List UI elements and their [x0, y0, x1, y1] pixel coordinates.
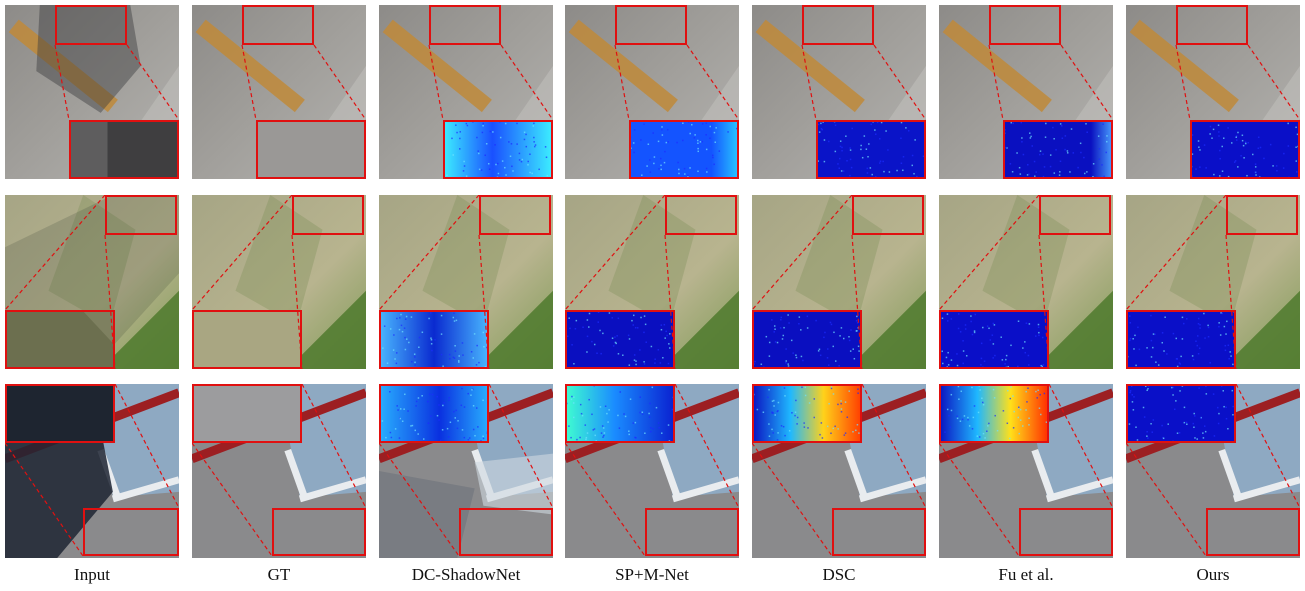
- error-map-inset: [939, 310, 1049, 369]
- image-concrete-road-input: [5, 5, 179, 179]
- image-court-lines-gt: [192, 384, 366, 558]
- error-map-inset: [565, 384, 675, 443]
- zoom-inset: [5, 384, 115, 443]
- panel-court-lines-input: [5, 384, 179, 558]
- zoom-source-box: [272, 508, 366, 556]
- image-grass-field-input: [5, 195, 179, 369]
- zoom-source-box: [1206, 508, 1300, 556]
- panel-concrete-road-ours: [1126, 5, 1300, 179]
- image-concrete-road-ours: [1126, 5, 1300, 179]
- panel-grass-field-spmnet: [565, 195, 739, 369]
- error-map-inset: [752, 310, 862, 369]
- zoom-source-box: [1176, 5, 1248, 45]
- panel-concrete-road-dcshadownet: [379, 5, 553, 179]
- panel-grass-field-gt: [192, 195, 366, 369]
- zoom-source-box: [1019, 508, 1113, 556]
- panel-court-lines-ours: [1126, 384, 1300, 558]
- panel-court-lines-dsc: [752, 384, 926, 558]
- panel-concrete-road-dsc: [752, 5, 926, 179]
- panel-grass-field-fu: [939, 195, 1113, 369]
- panel-court-lines-dcshadownet: [379, 384, 553, 558]
- zoom-source-box: [459, 508, 553, 556]
- image-concrete-road-dsc: [752, 5, 926, 179]
- error-map-inset: [752, 384, 862, 443]
- image-grass-field-spmnet: [565, 195, 739, 369]
- zoom-source-box: [83, 508, 179, 556]
- column-label-dsc: DSC: [822, 565, 856, 584]
- panel-grass-field-ours: [1126, 195, 1300, 369]
- panel-grass-field-dsc: [752, 195, 926, 369]
- panel-grass-field-input: [5, 195, 179, 369]
- error-map-inset: [379, 384, 489, 443]
- zoom-source-box: [479, 195, 551, 235]
- image-court-lines-spmnet: [565, 384, 739, 558]
- error-map-inset: [629, 120, 739, 179]
- error-map-inset: [1126, 384, 1236, 443]
- image-grass-field-fu: [939, 195, 1113, 369]
- image-court-lines-dcshadownet: [379, 384, 553, 558]
- image-concrete-road-fu: [939, 5, 1113, 179]
- error-map-inset: [1190, 120, 1300, 179]
- zoom-source-box: [105, 195, 177, 235]
- zoom-source-box: [802, 5, 874, 45]
- column-label-spmnet: SP+M-Net: [615, 565, 689, 584]
- panel-grass-field-dcshadownet: [379, 195, 553, 369]
- image-grass-field-ours: [1126, 195, 1300, 369]
- image-grass-field-dcshadownet: [379, 195, 553, 369]
- column-label-input: Input: [74, 565, 110, 584]
- panel-court-lines-fu: [939, 384, 1113, 558]
- zoom-source-box: [1226, 195, 1298, 235]
- zoom-source-box: [852, 195, 924, 235]
- panel-concrete-road-spmnet: [565, 5, 739, 179]
- image-grass-field-gt: [192, 195, 366, 369]
- image-court-lines-fu: [939, 384, 1113, 558]
- image-concrete-road-gt: [192, 5, 366, 179]
- zoom-inset: [5, 310, 115, 369]
- panel-concrete-road-gt: [192, 5, 366, 179]
- zoom-source-box: [429, 5, 501, 45]
- zoom-source-box: [665, 195, 737, 235]
- zoom-inset: [69, 120, 179, 179]
- panel-court-lines-gt: [192, 384, 366, 558]
- panel-concrete-road-fu: [939, 5, 1113, 179]
- error-map-inset: [565, 310, 675, 369]
- zoom-source-box: [645, 508, 739, 556]
- image-concrete-road-spmnet: [565, 5, 739, 179]
- error-map-inset: [1126, 310, 1236, 369]
- image-court-lines-dsc: [752, 384, 926, 558]
- error-map-inset: [816, 120, 926, 179]
- column-label-gt: GT: [267, 565, 291, 584]
- image-court-lines-ours: [1126, 384, 1300, 558]
- image-court-lines-input: [5, 384, 179, 558]
- zoom-inset: [192, 310, 302, 369]
- zoom-source-box: [292, 195, 364, 235]
- column-label-dcshadownet: DC-ShadowNet: [411, 565, 521, 584]
- error-map-inset: [939, 384, 1049, 443]
- zoom-source-box: [242, 5, 314, 45]
- error-map-inset: [1003, 120, 1113, 179]
- zoom-source-box: [1039, 195, 1111, 235]
- column-label-ours: Ours: [1196, 565, 1230, 584]
- zoom-inset: [256, 120, 366, 179]
- panel-court-lines-spmnet: [565, 384, 739, 558]
- image-grass-field-dsc: [752, 195, 926, 369]
- zoom-source-box: [832, 508, 926, 556]
- column-label-fu: Fu et al.: [998, 565, 1054, 584]
- zoom-source-box: [615, 5, 687, 45]
- image-concrete-road-dcshadownet: [379, 5, 553, 179]
- zoom-source-box: [55, 5, 127, 45]
- error-map-inset: [443, 120, 553, 179]
- zoom-source-box: [989, 5, 1061, 45]
- error-map-inset: [379, 310, 489, 369]
- panel-concrete-road-input: [5, 5, 179, 179]
- zoom-inset: [192, 384, 302, 443]
